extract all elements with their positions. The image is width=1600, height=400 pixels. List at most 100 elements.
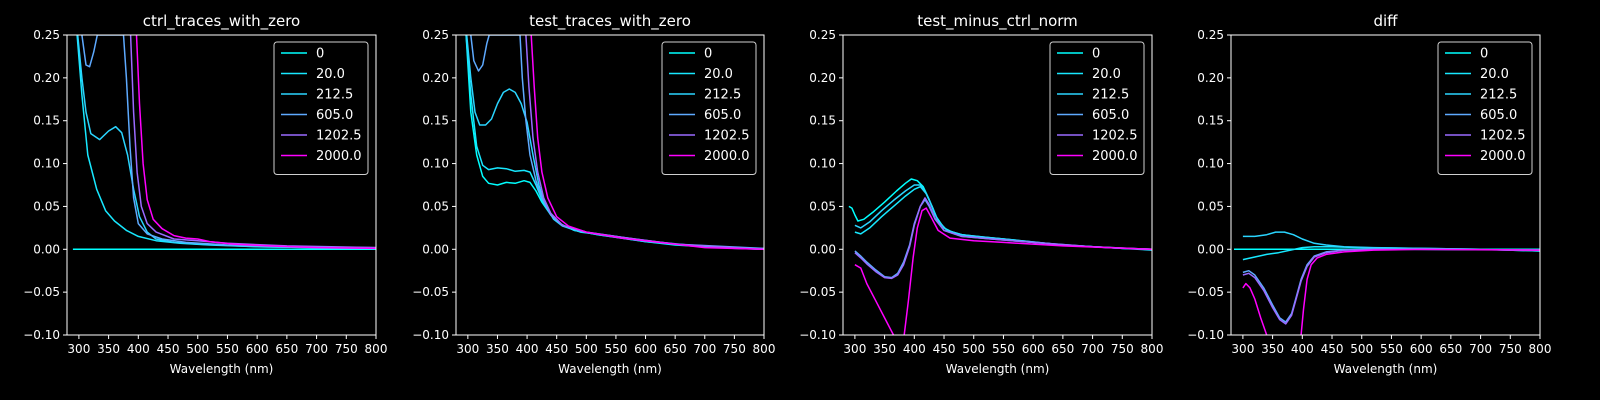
- x-tick-label: 350: [873, 342, 896, 356]
- x-tick-label: 500: [962, 342, 985, 356]
- legend-label: 1202.5: [1480, 129, 1526, 144]
- y-tick-label: 0.05: [422, 199, 449, 213]
- y-tick-label: −0.05: [412, 285, 449, 299]
- x-tick-label: 550: [1380, 342, 1403, 356]
- series-line-2000-0: [530, 35, 764, 251]
- x-tick-label: 650: [664, 342, 687, 356]
- legend-label: 1202.5: [316, 129, 362, 144]
- y-tick-label: 0.05: [33, 199, 60, 213]
- series-line-1202-5: [854, 197, 1152, 280]
- chart-panel-4: diff 300 350 400 450 500 550 600 650 700 750 800 −0.…: [1187, 12, 1551, 376]
- x-tick-label: 550: [216, 342, 239, 356]
- y-tick-label: 0.00: [422, 242, 449, 256]
- x-tick-label: 600: [1022, 342, 1045, 356]
- y-tick-label: 0.05: [1197, 199, 1224, 213]
- x-tick-label: 750: [723, 342, 746, 356]
- legend-box: [1049, 41, 1145, 175]
- y-tick-label: 0.15: [33, 114, 60, 128]
- y-tick-label: 0.20: [1197, 71, 1224, 85]
- y-tick-label: 0.25: [809, 28, 836, 42]
- x-tick-label: 800: [365, 342, 388, 356]
- legend-label: 1202.5: [704, 129, 750, 144]
- y-tick-label: 0.00: [1197, 242, 1224, 256]
- series-line-2000-0: [1300, 248, 1540, 335]
- series-line-2000-0: [854, 264, 895, 335]
- legend-label: 212.5: [1480, 88, 1517, 103]
- y-tick-label: 0.10: [422, 157, 449, 171]
- y-tick-label: 0.25: [422, 28, 449, 42]
- y-tick-label: 0.15: [1197, 114, 1224, 128]
- y-tick-label: −0.05: [799, 285, 836, 299]
- legend-label: 20.0: [704, 67, 733, 82]
- x-tick-label: 750: [1111, 342, 1134, 356]
- x-tick-label: 400: [127, 342, 150, 356]
- series-line-2000-0: [903, 207, 1152, 335]
- plot-frame: [842, 34, 1153, 336]
- y-tick-label: 0.25: [33, 28, 60, 42]
- x-tick-label: 500: [575, 342, 598, 356]
- x-axis-label: Wavelength (nm): [946, 362, 1050, 376]
- plot-frame: [455, 34, 765, 336]
- y-tick-label: −0.05: [23, 285, 60, 299]
- x-tick-label: 450: [933, 342, 956, 356]
- y-tick-label: 0.10: [33, 157, 60, 171]
- legend-label: 605.0: [316, 108, 353, 123]
- legend-label: 212.5: [704, 88, 741, 103]
- y-tick-label: −0.10: [1187, 328, 1224, 342]
- series-group: [1234, 231, 1540, 335]
- y-tick-label: 0.00: [809, 242, 836, 256]
- y-tick-label: −0.10: [23, 328, 60, 342]
- x-tick-label: 300: [843, 342, 866, 356]
- chart-title: test_minus_ctrl_norm: [917, 12, 1078, 31]
- x-tick-label: 550: [992, 342, 1015, 356]
- legend: 0 20.0 212.5 605.0 1202.5 2000.0: [661, 41, 757, 175]
- x-tick-label: 650: [275, 342, 298, 356]
- series-line-212-5: [76, 35, 376, 250]
- legend: 0 20.0 212.5 605.0 1202.5 2000.0: [1049, 41, 1145, 175]
- x-tick-label: 500: [186, 342, 209, 356]
- x-tick-label: 300: [456, 342, 479, 356]
- plot-frame: [66, 34, 377, 336]
- x-tick-label: 300: [1231, 342, 1254, 356]
- y-tick-label: 0.25: [1197, 28, 1224, 42]
- y-tick-label: 0.15: [809, 114, 836, 128]
- legend-label: 212.5: [1092, 88, 1129, 103]
- x-tick-label: 700: [1469, 342, 1492, 356]
- series-line-1202-5: [1242, 248, 1540, 325]
- legend-label: 0: [316, 47, 324, 62]
- series-group: [848, 178, 1152, 335]
- plot-frame: [1230, 34, 1541, 336]
- x-tick-label: 400: [516, 342, 539, 356]
- series-line-2000-0: [1242, 282, 1268, 335]
- x-tick-label: 750: [1499, 342, 1522, 356]
- series-line-2000-0: [135, 35, 376, 250]
- legend-box: [273, 41, 369, 175]
- y-tick-label: 0.00: [33, 242, 60, 256]
- x-tick-label: 700: [1081, 342, 1104, 356]
- chart-title: ctrl_traces_with_zero: [143, 12, 300, 31]
- x-tick-label: 300: [67, 342, 90, 356]
- legend-label: 2000.0: [316, 149, 362, 164]
- legend-label: 605.0: [1480, 108, 1517, 123]
- series-group: [465, 35, 764, 251]
- y-tick-label: 0.10: [1197, 157, 1224, 171]
- legend: 0 20.0 212.5 605.0 1202.5 2000.0: [273, 41, 369, 175]
- series-line-605-0: [81, 35, 376, 249]
- y-tick-label: 0.10: [809, 157, 836, 171]
- legend-label: 2000.0: [1092, 149, 1138, 164]
- x-tick-label: 650: [1439, 342, 1462, 356]
- y-tick-label: −0.10: [799, 328, 836, 342]
- chart-panel-1: ctrl_traces_with_zero 300 350 400 450 500 550 6…: [23, 12, 387, 376]
- legend-label: 0: [1092, 47, 1100, 62]
- legend-label: 20.0: [1092, 67, 1121, 82]
- x-tick-label: 700: [305, 342, 328, 356]
- legend-label: 605.0: [704, 108, 741, 123]
- x-axis-label: Wavelength (nm): [558, 362, 662, 376]
- x-tick-label: 450: [157, 342, 180, 356]
- chart-panel-2: test_traces_with_zero 300 350 400 450 500 550 6…: [412, 12, 775, 376]
- y-tick-label: −0.05: [1187, 285, 1224, 299]
- legend-label: 605.0: [1092, 108, 1129, 123]
- series-group: [72, 35, 376, 251]
- x-tick-label: 350: [486, 342, 509, 356]
